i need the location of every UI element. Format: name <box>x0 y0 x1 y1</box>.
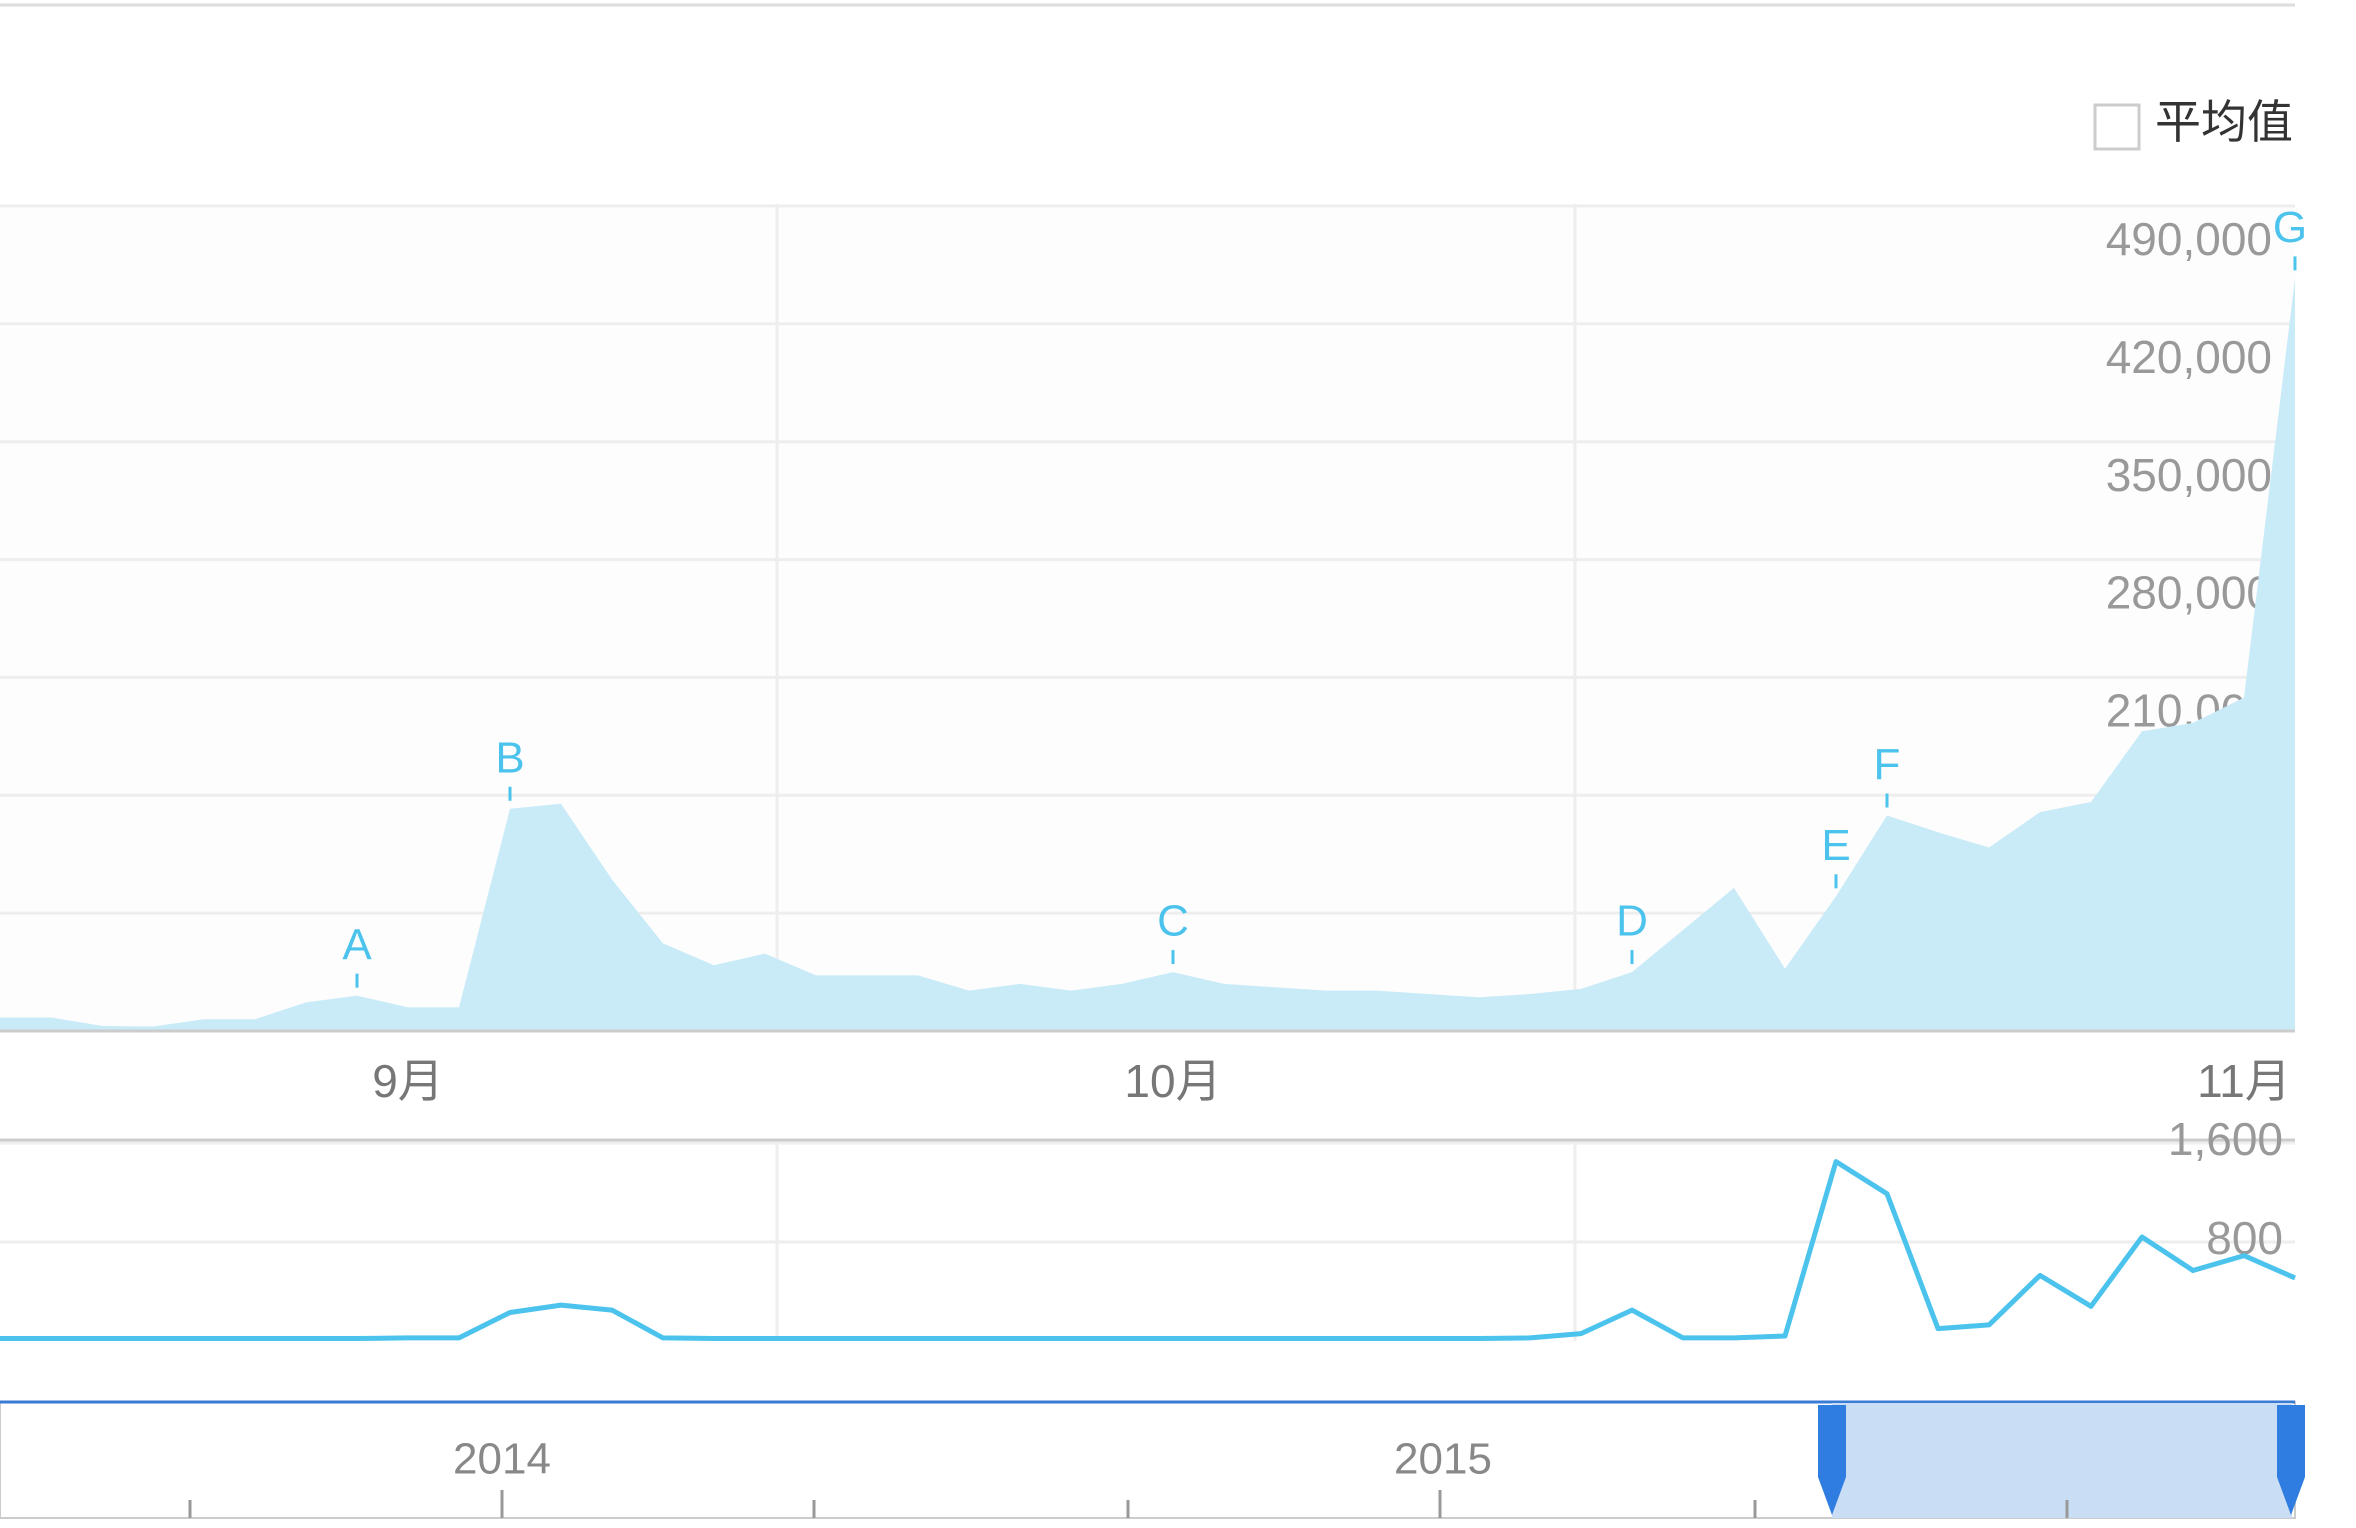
annotation-label: E <box>1821 821 1850 870</box>
annotation-label: C <box>1157 897 1189 946</box>
average-checkbox[interactable] <box>2093 103 2141 151</box>
navigator-label: 2014 <box>453 1435 551 1484</box>
annotation-label: D <box>1616 897 1648 946</box>
area <box>0 278 2295 1031</box>
navigator-label: 2015 <box>1394 1435 1492 1484</box>
y-tick-label: 350,000 <box>2106 449 2272 501</box>
y-tick-label: 420,000 <box>2106 331 2272 383</box>
x-tick-label: 11月 <box>2197 1055 2291 1107</box>
line <box>0 1159 2297 1341</box>
annotation-label: G <box>2273 203 2307 252</box>
annotation-label: B <box>495 733 524 782</box>
annotation-label: A <box>342 920 372 969</box>
x-tick-label: 9月 <box>372 1055 444 1107</box>
navigator-selection[interactable] <box>1832 1403 2292 1518</box>
annotation-label: F <box>1874 740 1901 789</box>
y-tick-label: 490,000 <box>2106 213 2272 265</box>
y-tick-label: 1,600 <box>2168 1113 2283 1165</box>
x-tick-label: 10月 <box>1124 1055 1221 1107</box>
y-tick-label: 280,000 <box>2106 567 2272 619</box>
navigator-handle[interactable] <box>1818 1405 1846 1515</box>
navigator-ticks <box>188 1490 2069 1518</box>
average-label[interactable]: 平均值 <box>2155 96 2293 148</box>
navigator-handle[interactable] <box>2277 1405 2305 1515</box>
